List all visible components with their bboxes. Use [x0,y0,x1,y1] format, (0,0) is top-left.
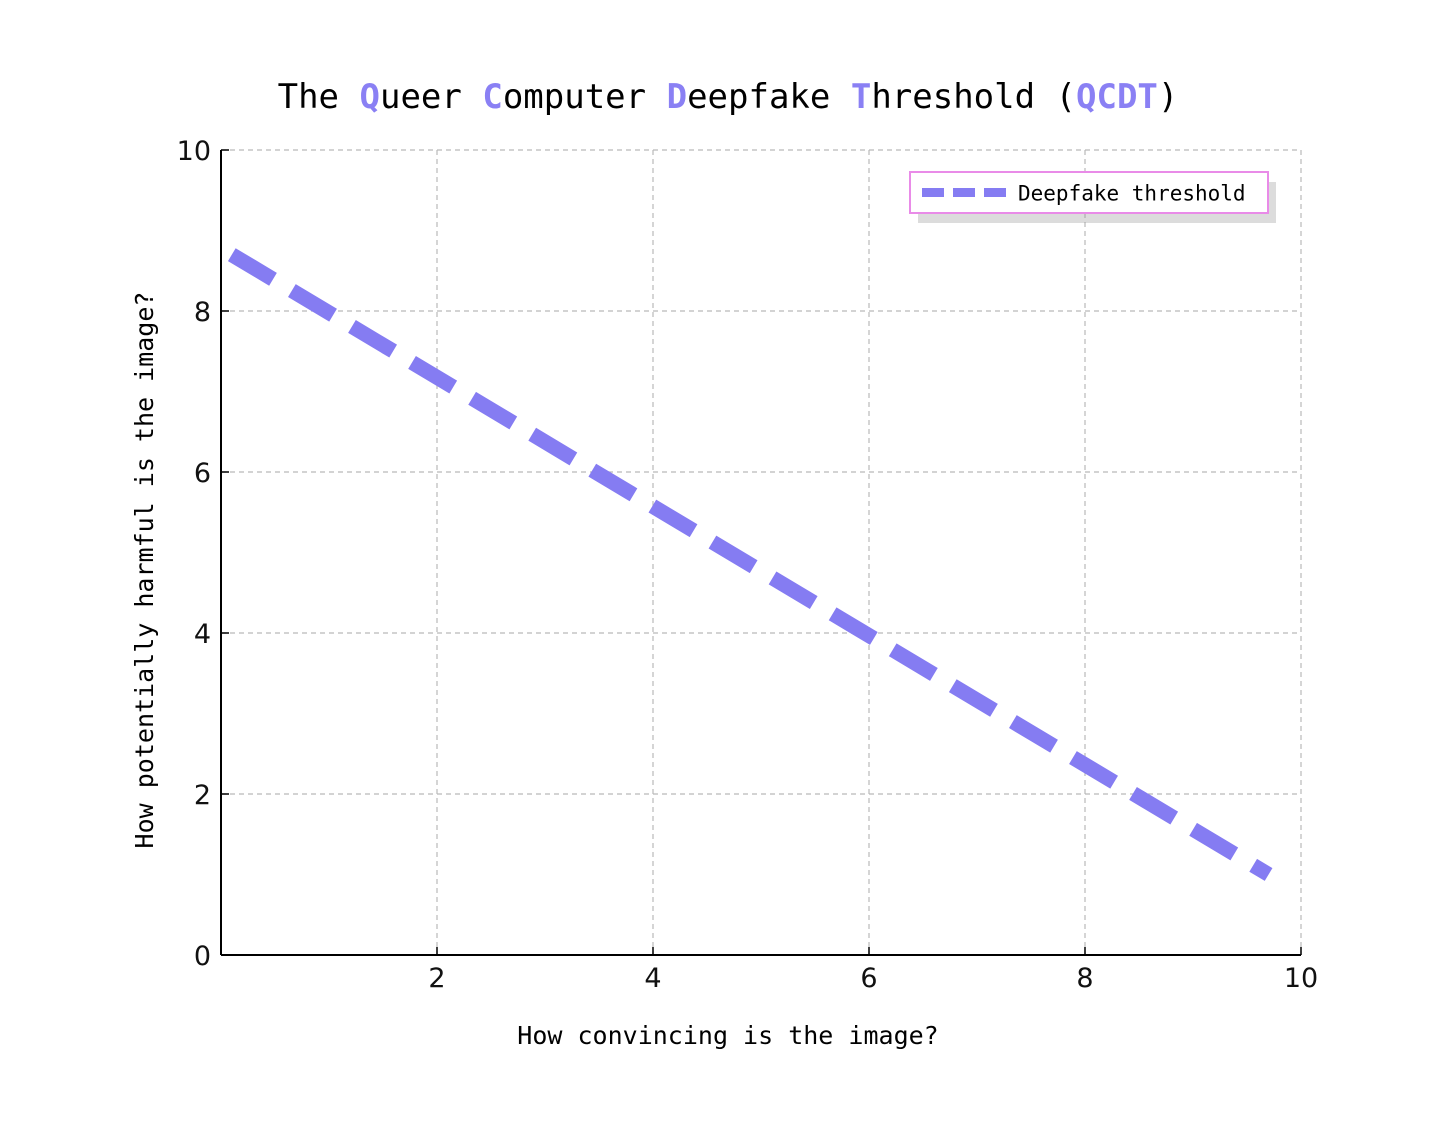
y-tick-label: 0 [194,941,211,972]
title-part: ueer [380,77,482,117]
legend: Deepfake threshold [910,172,1276,223]
title-accent-part: D [667,77,687,117]
x-tick-label: 8 [1076,963,1093,994]
x-tick-label: 4 [644,963,661,994]
title-part: omputer [503,77,667,117]
x-tick-label: 2 [428,963,445,994]
chart-title: The Queer Computer Deepfake Threshold (Q… [278,77,1179,117]
x-tick-label: 10 [1284,963,1318,994]
grid [221,150,1301,955]
y-tick-label: 4 [194,619,211,650]
title-accent-part: C [482,77,502,117]
title-part: ) [1158,77,1178,117]
axes [221,150,1301,955]
title-part: The [278,77,360,117]
title-part: hreshold ( [871,77,1076,117]
series-line-deepfake-threshold [232,255,1269,875]
title-accent-part: QCDT [1076,77,1158,117]
y-tick-label: 6 [194,458,211,489]
title-accent-part: Q [359,77,379,117]
y-tick-label: 10 [177,136,211,167]
y-tick-label: 2 [194,780,211,811]
y-tick-label: 8 [194,297,211,328]
y-axis-label: How potentially harmful is the image? [130,292,159,849]
series-group [232,255,1269,875]
title-part: eepfake [687,77,851,117]
x-tick-label: 6 [860,963,877,994]
legend-label: Deepfake threshold [1018,182,1246,206]
x-axis-label: How convincing is the image? [517,1021,938,1050]
title-accent-part: T [851,77,871,117]
